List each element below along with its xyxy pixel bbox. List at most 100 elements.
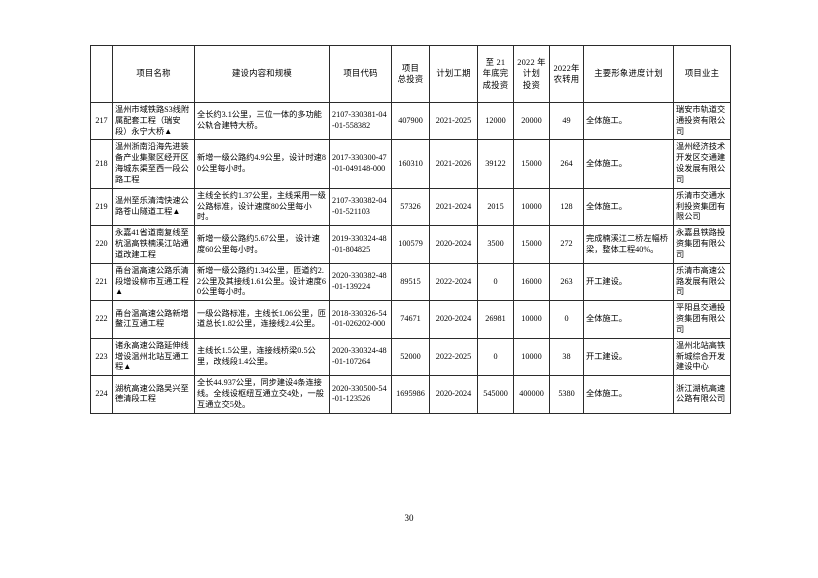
- table-row: 217 温州市域铁路S3线附属配套工程（瑞安段）永宁大桥▲ 全长约3.1公里，三位一…: [90, 101, 731, 141]
- cell-description: 一级公路标准，主线长1.06公里，匝道总长1.82公里，连接线2.4公里。: [194, 300, 330, 339]
- cell-total-investment: 407900: [391, 101, 430, 141]
- cell-project-code: 2018-330326-54-01-026202-000: [329, 300, 392, 339]
- cell-project-name: 湖杭高速公路吴兴至德清段工程: [112, 375, 195, 414]
- row-index: 223: [90, 337, 113, 377]
- cell-progress-plan: 开工建设。: [583, 262, 674, 302]
- header-plan-2022-line1: 2022 年: [517, 58, 546, 68]
- row-index: 224: [90, 375, 113, 414]
- cell-done-by-2021: 39122: [477, 139, 514, 189]
- table-row: 221 甬台温高速公路乐清段增设柳市互通工程▲ 新增一级公路约1.34公里，匝道约2…: [90, 262, 731, 302]
- page-number: 30: [404, 513, 414, 523]
- cell-progress-plan: 全体施工。: [583, 139, 674, 189]
- cell-progress-plan: 全体施工。: [583, 101, 674, 141]
- row-index: 220: [90, 225, 113, 264]
- table-row: 218 温州浙南沿海先进装备产业集聚区经开区海城东渠至西一段公路工程 新增一级公路约…: [90, 139, 731, 189]
- cell-land-2022: 38: [549, 337, 584, 377]
- cell-plan-2022: 15000: [513, 225, 550, 264]
- cell-description: 新增一级公路约5.67公里， 设计速度60公里每小时。: [194, 225, 330, 264]
- row-index: 217: [90, 101, 113, 141]
- header-description: 建设内容和规模: [194, 45, 330, 103]
- header-period: 计划工期: [429, 45, 478, 103]
- cell-description: 新增一级公路约4.9公里，设计时速80公里每小时。: [194, 139, 330, 189]
- cell-progress-plan: 完成楠溪江二桥左幅桥梁，整体工程40%。: [583, 225, 674, 264]
- cell-owner: 温州经济技术开发区交通建设发展有限公司: [673, 139, 731, 189]
- header-index: [90, 45, 113, 103]
- header-project-code: 项目代码: [329, 45, 392, 103]
- cell-project-code: 2107-330382-04-01-521103: [329, 187, 392, 227]
- header-land-2022-line1: 2022年: [553, 63, 580, 73]
- header-owner: 项目业主: [673, 45, 731, 103]
- header-land-2022: 2022年 农转用: [549, 45, 584, 103]
- cell-description: 新增一级公路约1.34公里，匝道约2.2公里及其接线1.61公里。设计速度60公…: [194, 262, 330, 302]
- table-row: 224 湖杭高速公路吴兴至德清段工程 全长44.937公里，同步建设4条连接线。全线…: [90, 375, 731, 414]
- cell-project-code: 2019-330324-48-01-804825: [329, 225, 392, 264]
- cell-plan-2022: 15000: [513, 139, 550, 189]
- header-total-investment-line1: 项目: [401, 63, 420, 73]
- header-done-by-2021-line2: 年底完: [482, 69, 509, 79]
- cell-land-2022: 264: [549, 139, 584, 189]
- cell-total-investment: 89515: [391, 262, 430, 302]
- table-header-row: 项目名称 建设内容和规模 项目代码 项目 总投资 计划工期 至 21 年底完 成…: [90, 45, 731, 103]
- cell-land-2022: 272: [549, 225, 584, 264]
- cell-owner: 平阳县交通投资集团有限公司: [673, 300, 731, 339]
- cell-project-name: 甬台温高速公路乐清段增设柳市互通工程▲: [112, 262, 195, 302]
- cell-done-by-2021: 12000: [477, 101, 514, 141]
- header-plan-2022-line2: 计划: [522, 69, 541, 79]
- cell-done-by-2021: 545000: [477, 375, 514, 414]
- cell-period: 2020-2024: [429, 375, 478, 414]
- table-row: 219 温州至乐清湾快速公路苍山隧道工程▲ 主线全长约1.37公里，主线采用一级公路…: [90, 187, 731, 227]
- cell-project-code: 2020-330500-54-01-123526: [329, 375, 392, 414]
- cell-project-code: 2020-330382-48-01-139224: [329, 262, 392, 302]
- table-header: 项目名称 建设内容和规模 项目代码 项目 总投资 计划工期 至 21 年底完 成…: [90, 45, 731, 103]
- table-body: 217 温州市域铁路S3线附属配套工程（瑞安段）永宁大桥▲ 全长约3.1公里，三位一…: [90, 101, 731, 414]
- cell-description: 全长约3.1公里，三位一体的多功能公轨合建特大桥。: [194, 101, 330, 141]
- header-progress-plan: 主要形象进度计划: [583, 45, 674, 103]
- row-index: 218: [90, 139, 113, 189]
- header-project-name: 项目名称: [112, 45, 195, 103]
- cell-project-code: 2020-330324-48-01-107264: [329, 337, 392, 377]
- cell-land-2022: 5380: [549, 375, 584, 414]
- project-table-container: 项目名称 建设内容和规模 项目代码 项目 总投资 计划工期 至 21 年底完 成…: [90, 45, 731, 414]
- cell-progress-plan: 开工建设。: [583, 337, 674, 377]
- cell-project-name: 甬台温高速公路新增鳌江互通工程: [112, 300, 195, 339]
- header-plan-2022-line3: 投资: [522, 80, 541, 90]
- header-total-investment-line2: 总投资: [397, 75, 424, 84]
- cell-done-by-2021: 26981: [477, 300, 514, 339]
- project-investment-table: 项目名称 建设内容和规模 项目代码 项目 总投资 计划工期 至 21 年底完 成…: [90, 45, 731, 414]
- cell-land-2022: 0: [549, 300, 584, 339]
- cell-owner: 乐清市交通水利投资集团有限公司: [673, 187, 731, 227]
- cell-project-name: 温州浙南沿海先进装备产业集聚区经开区海城东渠至西一段公路工程: [112, 139, 195, 189]
- header-land-2022-line2: 农转用: [553, 75, 580, 84]
- cell-plan-2022: 16000: [513, 262, 550, 302]
- header-total-investment: 项目 总投资: [391, 45, 430, 103]
- cell-done-by-2021: 2015: [477, 187, 514, 227]
- cell-period: 2020-2024: [429, 225, 478, 264]
- cell-description: 主线全长约1.37公里，主线采用一级公路标准，设计速度80公里每小时。: [194, 187, 330, 227]
- cell-project-name: 诸永高速公路延伸线增设温州北站互通工程▲: [112, 337, 195, 377]
- row-index: 219: [90, 187, 113, 227]
- cell-owner: 浙江湖杭高速公路有限公司: [673, 375, 731, 414]
- cell-owner: 乐清市高速公路发展有限公司: [673, 262, 731, 302]
- cell-total-investment: 57326: [391, 187, 430, 227]
- cell-period: 2021-2025: [429, 101, 478, 141]
- cell-period: 2022-2025: [429, 337, 478, 377]
- cell-project-code: 2107-330381-04-01-558382: [329, 101, 392, 141]
- table-row: 222 甬台温高速公路新增鳌江互通工程 一级公路标准，主线长1.06公里，匝道总长1…: [90, 300, 731, 339]
- table-row: 220 永嘉41省道南复线至杭温高铁楠溪江站通道改建工程 新增一级公路约5.67公里…: [90, 225, 731, 264]
- row-index: 221: [90, 262, 113, 302]
- cell-done-by-2021: 0: [477, 337, 514, 377]
- header-done-by-2021-line1: 至 21: [485, 58, 506, 68]
- cell-plan-2022: 10000: [513, 187, 550, 227]
- cell-plan-2022: 400000: [513, 375, 550, 414]
- cell-project-name: 温州市域铁路S3线附属配套工程（瑞安段）永宁大桥▲: [112, 101, 195, 141]
- cell-progress-plan: 全体施工。: [583, 187, 674, 227]
- cell-total-investment: 160310: [391, 139, 430, 189]
- cell-period: 2020-2024: [429, 300, 478, 339]
- cell-plan-2022: 20000: [513, 101, 550, 141]
- cell-project-code: 2017-330300-47-01-049148-000: [329, 139, 392, 189]
- cell-progress-plan: 全体施工。: [583, 300, 674, 339]
- cell-done-by-2021: 3500: [477, 225, 514, 264]
- cell-plan-2022: 10000: [513, 337, 550, 377]
- cell-period: 2022-2024: [429, 262, 478, 302]
